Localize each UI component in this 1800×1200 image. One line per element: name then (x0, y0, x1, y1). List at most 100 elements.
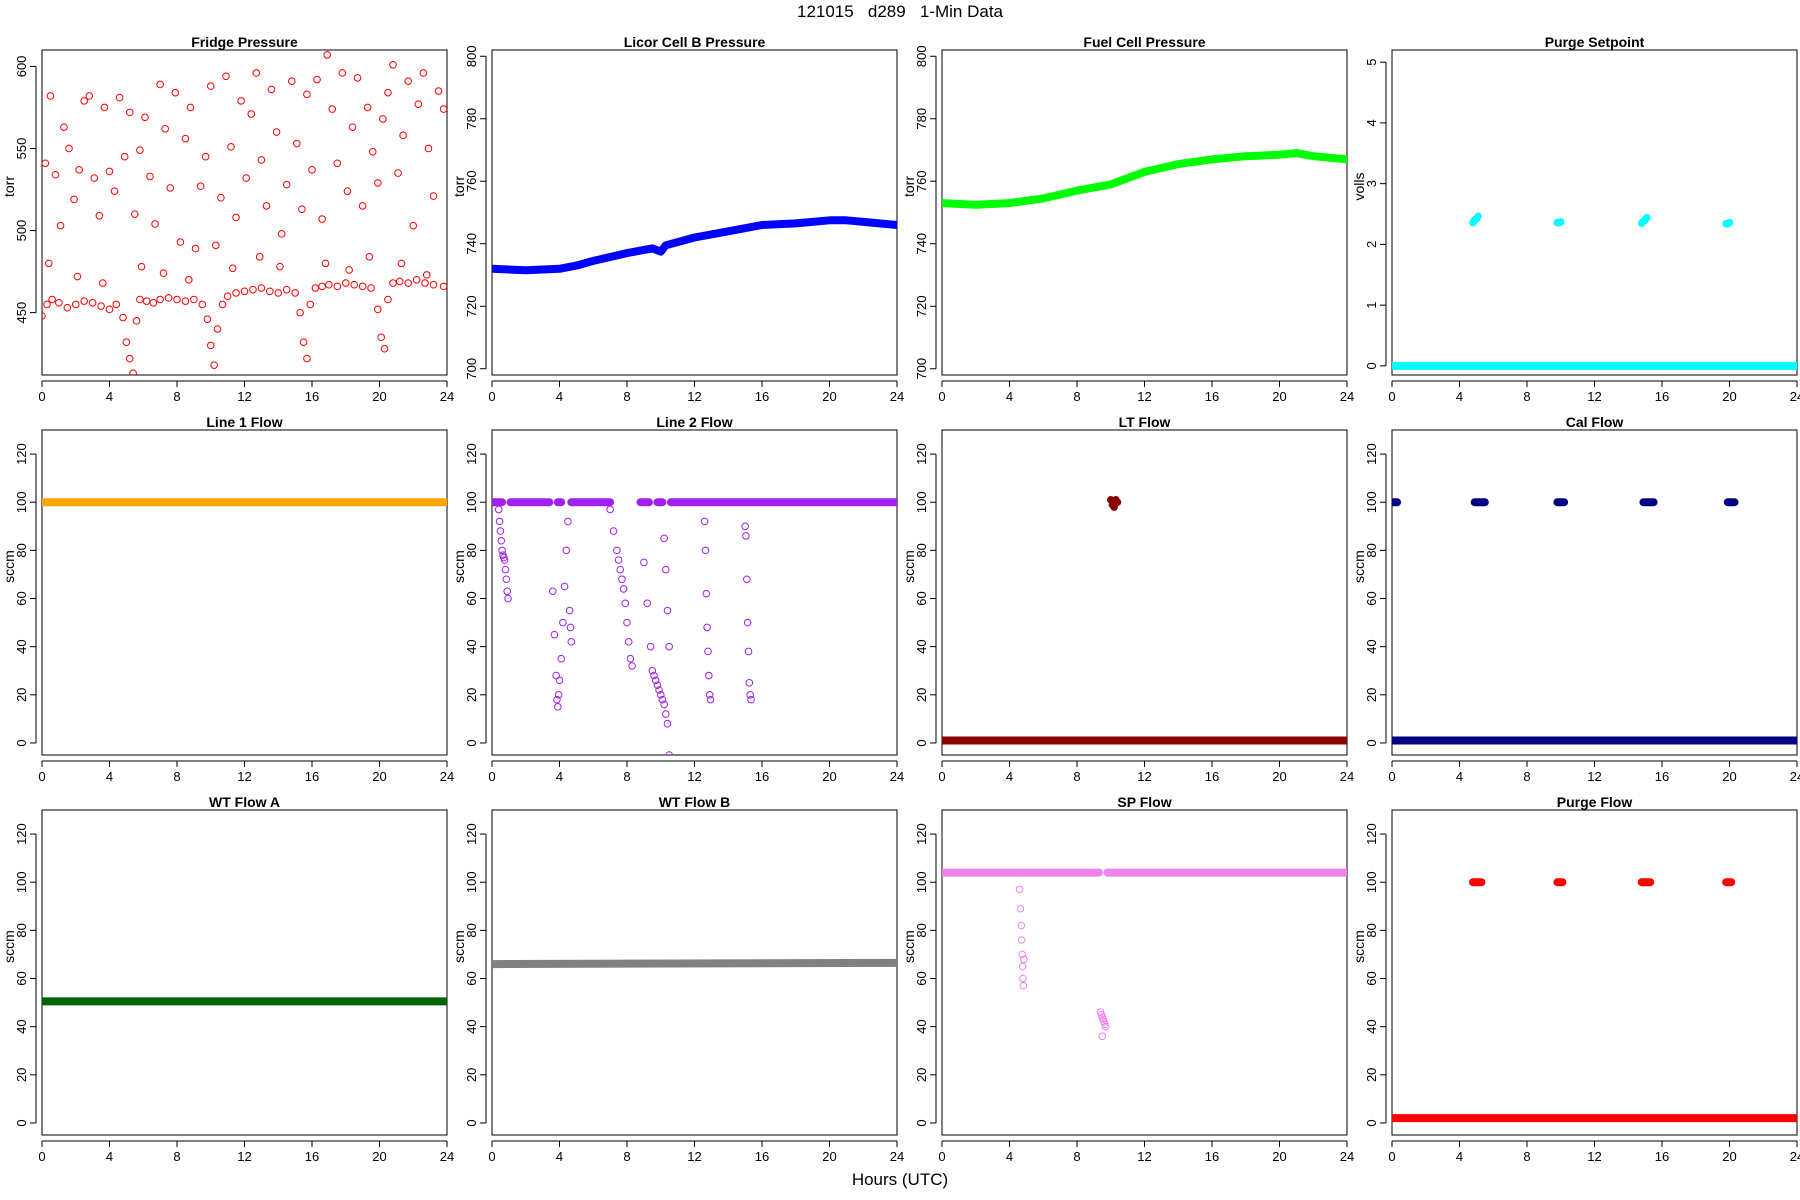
data-point (343, 187, 352, 195)
y-tick-label: 450 (14, 302, 29, 324)
figure-title: 121015 d289 1-Min Data (796, 2, 1004, 21)
data-point (439, 105, 447, 113)
data-point (422, 271, 431, 279)
data-point (651, 676, 660, 685)
data-point (328, 105, 337, 113)
data-point (65, 144, 73, 153)
data-point (358, 282, 367, 291)
data-point (1017, 921, 1026, 930)
y-tick-label: 0 (914, 1119, 929, 1126)
data-point (176, 238, 185, 246)
panel-fridge-pressure: Fridge Pressure torr 0 4 8 12 16 20 24 450 500 550 6… (0, 30, 454, 410)
y-tick-label: 60 (464, 971, 479, 985)
x-tick-label: 24 (1790, 389, 1800, 404)
y-axis-label: torr (901, 176, 917, 197)
data-point (1015, 885, 1024, 894)
x-tick-label: 24 (1340, 769, 1354, 784)
data-point (73, 272, 82, 281)
data-point (565, 606, 574, 615)
y-tick-label: 20 (464, 688, 479, 702)
plot-area (942, 149, 1347, 209)
y-tick-label: 60 (914, 591, 929, 605)
data-point (213, 325, 222, 333)
x-tick-label: 20 (1722, 389, 1736, 404)
data-point (136, 295, 144, 304)
chart-title: LT Flow (1119, 414, 1171, 430)
y-axis-label: sccm (451, 930, 467, 963)
data-point (306, 300, 315, 309)
y-tick-label: 20 (914, 688, 929, 702)
data-point (282, 285, 291, 294)
x-tick-label: 20 (1722, 1149, 1736, 1164)
data-point (434, 87, 443, 95)
x-tick-label: 12 (687, 1149, 701, 1164)
data-point (318, 282, 326, 291)
data-point (363, 103, 372, 112)
x-tick-label: 12 (237, 389, 251, 404)
panel-licor-cell-b-pressure: Licor Cell B Pressure torr 0 4 8 12 16 20 24 700 7… (450, 30, 904, 410)
x-tick-label: 24 (1340, 1149, 1354, 1164)
data-point (643, 599, 652, 608)
x-tick-label: 12 (237, 769, 251, 784)
x-tick-label: 20 (372, 769, 386, 784)
y-tick-label: 1 (1364, 302, 1379, 309)
data-point (660, 534, 668, 543)
y-tick-label: 700 (914, 358, 929, 380)
plot-frame (941, 49, 1348, 376)
data-point (345, 266, 353, 274)
data-point (741, 522, 749, 531)
chart-title: Licor Cell B Pressure (624, 34, 766, 50)
y-tick-label: 40 (1364, 1019, 1379, 1033)
y-tick-label: 120 (14, 443, 29, 465)
data-point (701, 546, 710, 555)
data-point (550, 630, 559, 639)
data-point (368, 147, 377, 156)
y-tick-label: 120 (464, 443, 479, 465)
data-point (125, 108, 134, 117)
x-tick-label: 4 (106, 769, 113, 784)
y-tick-label: 760 (464, 170, 479, 192)
data-point (240, 287, 249, 296)
data-point (237, 97, 245, 105)
data-point (743, 575, 751, 584)
x-tick-label: 8 (623, 769, 630, 784)
data-point (1113, 498, 1122, 507)
data-point (333, 159, 342, 168)
data-point (663, 719, 672, 728)
y-tick-label: 0 (14, 1119, 29, 1126)
y-tick-label: 100 (1364, 491, 1379, 513)
x-tick-label: 16 (1205, 1149, 1219, 1164)
data-point (242, 174, 250, 182)
data-point (1018, 950, 1026, 959)
x-tick-label: 20 (1272, 1149, 1286, 1164)
x-tick-label: 0 (1388, 1149, 1395, 1164)
x-tick-label: 0 (38, 769, 45, 784)
data-point (274, 289, 283, 297)
x-tick-label: 20 (822, 389, 836, 404)
data-point (663, 606, 672, 615)
data-point (1020, 955, 1028, 964)
data-point (1019, 974, 1027, 983)
data-point (554, 691, 563, 699)
y-axis-label: torr (451, 176, 467, 197)
data-point (384, 88, 392, 97)
data-point (619, 585, 628, 593)
y-axis-label: sccm (451, 550, 467, 583)
data-point (560, 582, 569, 591)
panel-cal-flow: Cal Flow sccm 0 4 8 12 16 20 24 0 20 40 60 80 100 120 (1350, 410, 1800, 790)
y-tick-label: 120 (1364, 823, 1379, 845)
data-point (63, 303, 72, 312)
x-tick-label: 4 (1006, 389, 1013, 404)
data-point (394, 169, 402, 177)
data-point (609, 527, 618, 535)
data-point (705, 671, 713, 680)
plot-frame (41, 809, 448, 1136)
data-point (341, 279, 350, 287)
data-point (131, 210, 139, 218)
data-point (185, 275, 193, 284)
y-tick-label: 800 (914, 45, 929, 67)
data-point (44, 259, 53, 268)
x-tick-label: 24 (1790, 769, 1800, 784)
chart-title: Cal Flow (1566, 414, 1624, 430)
x-tick-label: 0 (938, 769, 945, 784)
